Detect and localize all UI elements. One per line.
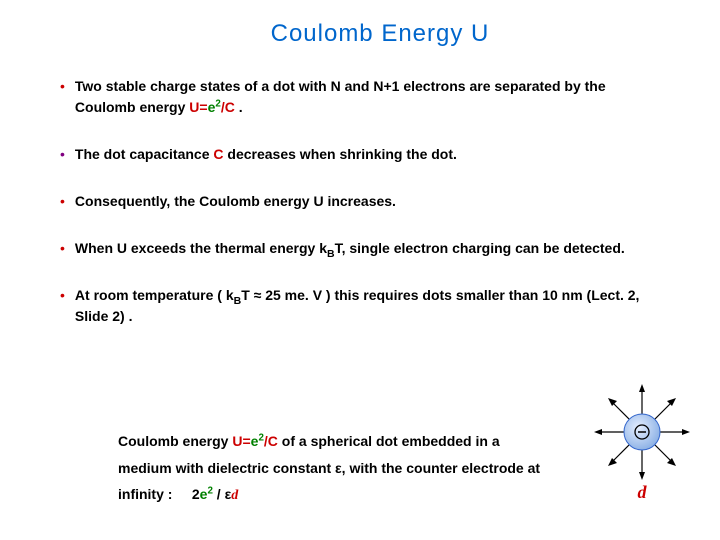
- d-label: d: [592, 482, 692, 503]
- bullet-text: The dot capacitance C decreases when shr…: [75, 144, 457, 165]
- bullet-item: • Consequently, the Coulomb energy U incr…: [60, 191, 640, 212]
- bullet-marker: •: [60, 191, 65, 212]
- bullet-text: At room temperature ( kBT ≈ 25 me. V ) t…: [75, 285, 640, 327]
- sphere-svg: [592, 382, 692, 482]
- page-title: Coulomb Energy U: [0, 0, 720, 76]
- bullet-marker: •: [60, 76, 65, 97]
- bullet-list: • Two stable charge states of a dot with …: [0, 76, 720, 327]
- bullet-item: • At room temperature ( kBT ≈ 25 me. V ) …: [60, 285, 640, 327]
- title-text: Coulomb Energy U: [271, 20, 490, 47]
- bullet-text: Two stable charge states of a dot with N…: [75, 76, 640, 118]
- bullet-marker: •: [60, 238, 65, 259]
- bullet-text: When U exceeds the thermal energy kBT, s…: [75, 238, 625, 259]
- bullet-item: • The dot capacitance C decreases when sh…: [60, 144, 640, 165]
- bullet-item: • Two stable charge states of a dot with …: [60, 76, 640, 118]
- bullet-marker: •: [60, 144, 65, 165]
- sphere-diagram: d: [592, 382, 692, 502]
- bullet-marker: •: [60, 285, 65, 306]
- bottom-paragraph: Coulomb energy U=e2/C of a spherical dot…: [118, 428, 548, 510]
- bullet-item: • When U exceeds the thermal energy kBT, …: [60, 238, 640, 259]
- bullet-text: Consequently, the Coulomb energy U incre…: [75, 191, 396, 212]
